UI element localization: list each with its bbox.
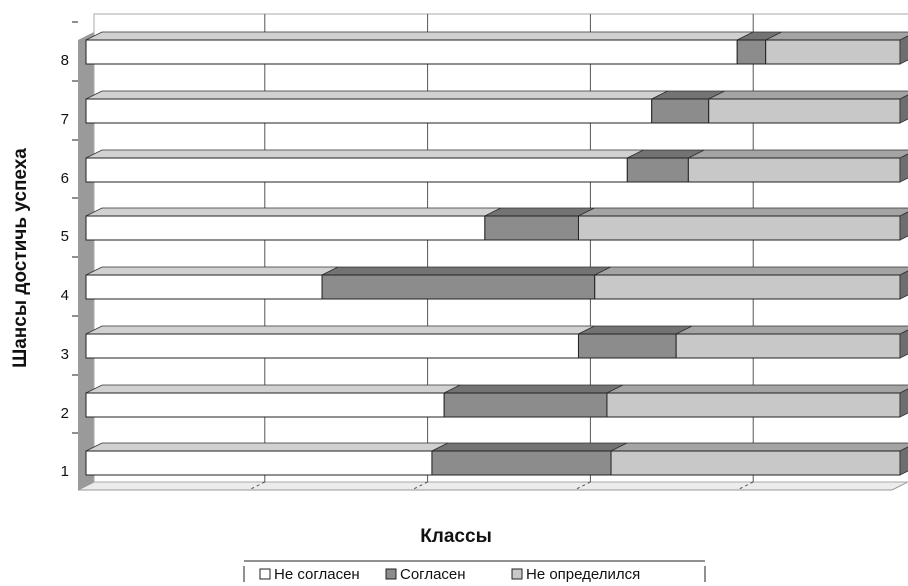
legend-label: Согласен xyxy=(400,566,466,583)
bar-top xyxy=(578,207,908,217)
bar-segment xyxy=(675,333,901,359)
bar-top xyxy=(610,442,908,452)
category-ticks: 1 2 3 4 5 6 7 8 xyxy=(61,21,78,480)
y-tick-label: 7 xyxy=(61,111,69,128)
legend: Не согласен Согласен Не определился xyxy=(243,560,706,583)
bar-group xyxy=(85,31,908,65)
bar-segment xyxy=(85,215,486,241)
legend-label: Не согласен xyxy=(274,566,360,583)
bar-top xyxy=(85,149,644,159)
bar-end xyxy=(899,211,908,241)
bar-segment xyxy=(610,450,901,476)
bar-segment xyxy=(577,333,677,359)
bar-top xyxy=(443,384,624,394)
bar-top xyxy=(85,31,754,41)
bar-segment xyxy=(606,392,901,418)
bar-group xyxy=(85,325,908,359)
back-wall xyxy=(93,13,908,483)
y-tick-label: 3 xyxy=(61,346,69,363)
y-tick-label: 1 xyxy=(61,463,69,480)
bar-top xyxy=(675,325,908,335)
bar-top xyxy=(578,325,693,335)
bar-top xyxy=(431,442,628,452)
y-tick-label: 8 xyxy=(61,52,69,69)
x-axis-title: Классы xyxy=(420,526,492,547)
bar-end xyxy=(899,388,908,418)
bar-end xyxy=(899,446,908,476)
bar-group xyxy=(85,266,908,300)
bar-end xyxy=(899,94,908,124)
y-tick-label: 4 xyxy=(61,287,69,304)
bar-top xyxy=(688,149,908,159)
bar-top xyxy=(85,207,502,217)
bar-group xyxy=(85,90,908,124)
side-wall xyxy=(78,32,94,490)
bar-segment xyxy=(85,450,433,476)
bar-segment xyxy=(708,98,901,124)
bar-top xyxy=(85,325,595,335)
bar-top xyxy=(85,266,339,276)
bar-segment xyxy=(651,98,710,124)
bar-segment xyxy=(85,39,738,65)
bar-segment xyxy=(594,274,901,300)
bar-segment xyxy=(687,157,901,183)
bar-segment xyxy=(85,98,653,124)
bar-segment xyxy=(443,392,608,418)
y-tick-label: 6 xyxy=(61,170,69,187)
bar-group xyxy=(85,149,908,183)
bar-top xyxy=(765,31,908,41)
bar-segment xyxy=(85,392,445,418)
gridline-floor xyxy=(248,481,266,491)
legend-swatch xyxy=(385,568,397,580)
bar-top xyxy=(708,90,908,100)
bar-segment xyxy=(85,157,628,183)
bar-end xyxy=(899,329,908,359)
bar-segment xyxy=(626,157,689,183)
y-tick-label: 2 xyxy=(61,405,69,422)
bar-segment xyxy=(321,274,596,300)
bar-segment xyxy=(431,450,612,476)
y-axis-title: Шансы достичь успеха xyxy=(10,148,31,368)
y-tick-label: 5 xyxy=(61,228,69,245)
bar-end xyxy=(899,153,908,183)
gridline-floor xyxy=(574,481,591,491)
bar-top xyxy=(321,266,611,276)
gridline-floor xyxy=(736,481,754,491)
gridline-floor xyxy=(411,481,428,491)
bars xyxy=(85,31,908,476)
bar-top xyxy=(484,207,595,217)
bar-segment xyxy=(736,39,767,65)
bar-group xyxy=(85,207,908,241)
bar-segment xyxy=(765,39,901,65)
legend-swatch xyxy=(259,568,271,580)
bar-end xyxy=(899,35,908,65)
bar-top xyxy=(594,266,908,276)
bar-top xyxy=(85,384,461,394)
bar-segment xyxy=(484,215,579,241)
bar-end xyxy=(899,270,908,300)
bar-top xyxy=(85,442,449,452)
bar-top xyxy=(606,384,908,394)
bar-group xyxy=(85,384,908,418)
legend-label: Не определился xyxy=(526,566,640,583)
plot-area xyxy=(77,13,908,491)
floor xyxy=(77,481,908,491)
bar-group xyxy=(85,442,908,476)
gridlines xyxy=(248,14,754,491)
bar-top xyxy=(85,90,668,100)
bar-segment xyxy=(85,274,323,300)
bar-segment xyxy=(577,215,901,241)
legend-swatch xyxy=(511,568,523,580)
bar-segment xyxy=(85,333,579,359)
